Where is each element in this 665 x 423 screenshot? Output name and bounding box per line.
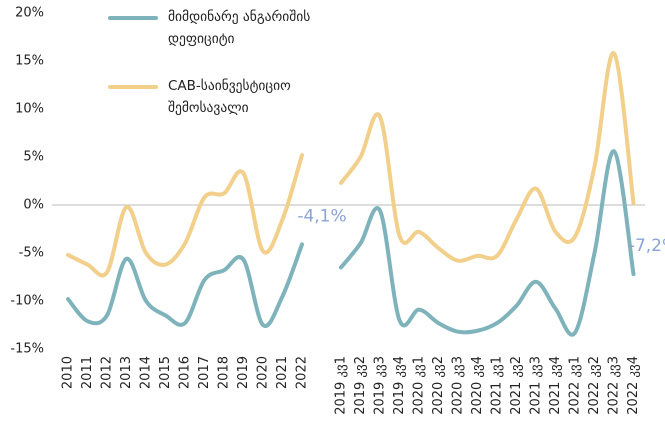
- x-tick-label: 2019 კვ2: [353, 356, 368, 415]
- x-tick-label: 2019 კვ4: [392, 356, 407, 415]
- legend-label: CAB-საინვესტიციო შემოსავალი: [168, 78, 291, 116]
- x-tick-label: 2021 კვ2: [509, 356, 524, 415]
- x-tick-label: 2019 კვ1: [334, 356, 349, 415]
- y-tick-label: -5%: [19, 246, 44, 261]
- x-tick-label: 2020 კვ3: [451, 356, 466, 415]
- x-tick-label: 2020: [256, 356, 271, 389]
- x-tick-label: 2020 კვ4: [470, 356, 485, 415]
- x-tick-label: 2021 კვ4: [548, 356, 563, 415]
- x-tick-label: 2022 კვ2: [587, 356, 602, 415]
- y-tick-label: 0%: [23, 198, 44, 213]
- x-tick-label: 2021: [275, 356, 290, 389]
- legend-label: მიმდინარე ანგარიშის დეფიციტი: [168, 9, 311, 47]
- x-tick-label: 2021 კვ3: [529, 356, 544, 415]
- y-tick-label: -10%: [10, 294, 44, 309]
- y-tick-label: 5%: [23, 150, 44, 165]
- x-tick-label: 2011: [80, 356, 95, 389]
- x-tick-label: 2010: [61, 356, 76, 389]
- series-line: [66, 51, 636, 278]
- x-tick-label: 2019: [236, 356, 251, 389]
- legend-swatch: [108, 16, 158, 20]
- x-tick-label: 2014: [139, 356, 154, 389]
- legend-swatch: [108, 85, 158, 89]
- y-tick-label: -15%: [10, 342, 44, 357]
- x-tick-label: 2021 კვ1: [490, 356, 505, 415]
- x-tick-label: 2019 კვ3: [373, 356, 388, 415]
- x-tick-label: 2018: [217, 356, 232, 389]
- x-tick-label: 2020 კვ2: [431, 356, 446, 415]
- series-line: [66, 149, 636, 337]
- x-tick-label: 2022 კვ1: [568, 356, 583, 415]
- x-tick-label: 2022: [295, 356, 310, 389]
- y-tick-label: 15%: [15, 54, 44, 69]
- x-tick-label: 2016: [178, 356, 193, 389]
- data-label: -4,1%: [297, 206, 346, 226]
- x-tick-label: 2020 კვ1: [412, 356, 427, 415]
- x-tick-label: 2022 კვ4: [626, 356, 641, 415]
- y-tick-label: 10%: [15, 102, 44, 117]
- data-label: -7,2%: [629, 236, 665, 256]
- x-tick-label: 2015: [158, 356, 173, 389]
- x-tick-label: 2022 კვ3: [607, 356, 622, 415]
- y-tick-label: 20%: [15, 6, 44, 21]
- x-tick-label: 2012: [100, 356, 115, 389]
- x-tick-label: 2017: [197, 356, 212, 389]
- x-tick-label: 2013: [119, 356, 134, 389]
